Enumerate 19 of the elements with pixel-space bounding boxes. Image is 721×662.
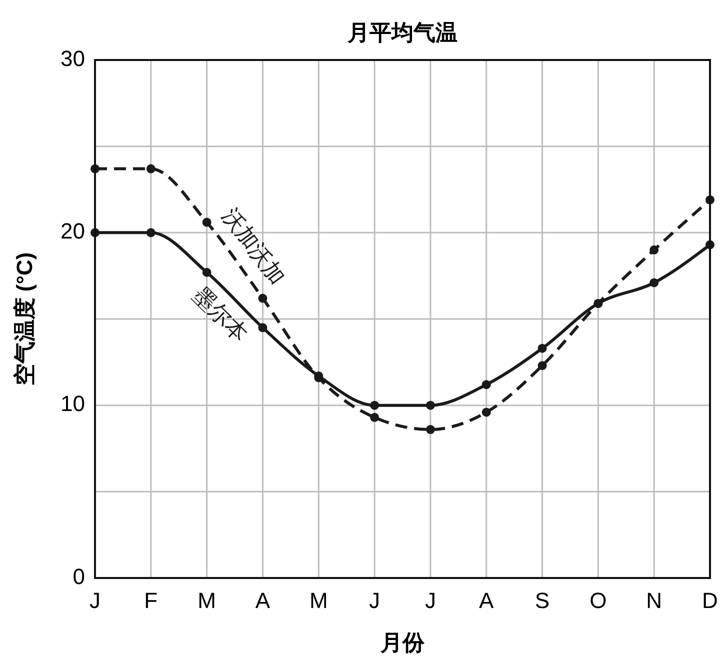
y-tick-label: 20 (60, 218, 85, 244)
x-tick-label: F (144, 588, 158, 613)
y-tick-label: 10 (60, 391, 85, 416)
chart-title: 月平均气温 (346, 20, 458, 45)
y-axis-title: 空气温度 (°C) (12, 252, 37, 386)
x-tick-label: J (369, 588, 380, 613)
x-axis-title: 月份 (380, 630, 426, 655)
y-tick-label: 0 (72, 564, 85, 589)
y-tick-label: 30 (60, 46, 85, 71)
x-tick-label: O (590, 588, 607, 613)
x-tick-label: D (702, 588, 718, 613)
x-tick-label: S (534, 588, 550, 613)
x-tick-label: J (90, 588, 100, 613)
x-tick-label: J (424, 588, 436, 613)
x-tick-label: N (646, 588, 662, 613)
x-tick-label: M (309, 588, 328, 613)
x-tick-label: A (479, 588, 494, 613)
x-tick-label: A (255, 588, 270, 613)
x-tick-label: M (198, 588, 216, 613)
